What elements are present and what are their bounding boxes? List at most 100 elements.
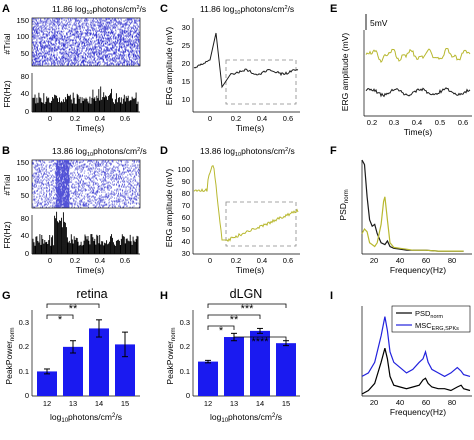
series-line (361, 348, 471, 395)
legend-i-psd-label: PSDnorm (415, 309, 443, 320)
erg-c-ylabel: ERG amplitude (mV) (164, 27, 174, 106)
psth-bars (32, 86, 139, 112)
erg-e-trace-low (365, 87, 471, 98)
bar-g-ylabel: PeakPowernorm (4, 327, 16, 384)
panel-d: D 13.86 log10photons/cm2/s 100 90 80 70 … (160, 145, 300, 275)
erg-c-xtick: 0.4 (257, 114, 267, 123)
erg-c-ytick: 15 (182, 77, 190, 86)
panel-e: E 5mV ERG amplitude (mV) 0.2 0.3 0.4 0.5… (330, 3, 472, 137)
significance-label: ** (230, 314, 239, 326)
bar (224, 337, 244, 396)
bar-h-ytick: 0.2 (180, 342, 190, 351)
psth-bars (32, 211, 139, 254)
psd-f-ylabel: PSDnorm (338, 189, 350, 220)
raster-a-ytick: 50 (21, 49, 29, 58)
raster-a-ytick: 150 (16, 16, 29, 25)
raster-b-ylabel: #Trial (2, 174, 12, 195)
erg-d-ytick: 100 (177, 165, 190, 174)
panel-b-title: 13.86 log10photons/cm2/s (52, 146, 147, 158)
erg-c-xtick: 0.6 (283, 114, 293, 123)
coh-i-xlabel: Frequency(Hz) (390, 407, 446, 417)
psd-f-xtick: 60 (422, 256, 430, 265)
legend-i (391, 305, 471, 333)
significance-bracket (207, 303, 287, 308)
scalebar-e-label: 5mV (370, 18, 388, 28)
erg-c-ytick: 20 (182, 59, 190, 68)
significance-bracket (207, 325, 235, 330)
bar-h-series: 12 13 14 15********** (198, 303, 296, 408)
erg-c-zoom-box (225, 59, 297, 105)
erg-c-xlabel: Time(s) (236, 123, 265, 133)
significance-label: * (219, 325, 224, 337)
significance-bracket (207, 314, 261, 319)
psd-f-xtick: 80 (448, 256, 456, 265)
erg-c-trace (193, 32, 299, 89)
bar-h-ytick: 0.3 (180, 318, 190, 327)
panel-h-label: H (160, 290, 168, 302)
bar-g-ytick: 0 (25, 391, 29, 400)
bar-category-label: 15 (282, 399, 290, 408)
bar-category-label: 14 (256, 399, 264, 408)
erg-d-xtick: 0.6 (283, 256, 293, 265)
bar-g-series: 12 13 14 15*** (37, 303, 135, 408)
legend-i-msc-label: MSCERG,SPKs (415, 321, 459, 332)
psth-a-xlabel: Time(s) (76, 123, 105, 133)
coh-i-xtick: 80 (448, 398, 456, 407)
raster-spikes (32, 160, 140, 208)
bar-g-ytick: 0.2 (19, 342, 29, 351)
bar-category-label: 15 (121, 399, 129, 408)
raster-b (32, 160, 140, 208)
erg-e-trace-high (365, 48, 471, 64)
bar (63, 346, 83, 396)
psth-a (32, 86, 139, 112)
coh-i-lines (361, 316, 471, 395)
panel-f: F PSDnorm 20 40 60 80 Frequency(Hz) (330, 145, 472, 275)
panel-g-title: retina (76, 287, 107, 301)
erg-c-ytick: 25 (182, 41, 190, 50)
psd-f-xtick: 20 (370, 256, 378, 265)
erg-d-ytick: 50 (182, 225, 190, 234)
erg-c-xtick: 0.2 (231, 114, 241, 123)
raster-b-ytick: 50 (21, 191, 29, 200)
raster-spikes (32, 18, 140, 66)
erg-d-xlabel: Time(s) (236, 265, 265, 275)
psth-a-xtick: 0 (48, 114, 52, 123)
erg-d-ytick: 40 (182, 237, 190, 246)
panel-h: H dLGN 0.3 0.2 0.1 0 PeakPowernorm 12 13 1… (160, 287, 300, 424)
psth-a-ylabel: FR(Hz) (2, 80, 12, 108)
bar (89, 328, 109, 396)
panel-f-label: F (330, 145, 337, 157)
erg-d-ytick: 80 (182, 189, 190, 198)
erg-e-xlabel: Time(s) (404, 127, 433, 137)
psth-a-xtick: 0.4 (95, 114, 105, 123)
psd-f-xlabel: Frequency(Hz) (390, 265, 446, 275)
bar (115, 344, 135, 396)
panel-g-label: G (2, 290, 11, 302)
psth-b-xlabel: Time(s) (76, 265, 105, 275)
psth-a-ytick: 0 (25, 107, 29, 116)
psth-a-xtick: 0.2 (70, 114, 80, 123)
series-line (361, 196, 464, 252)
bar-category-label: 12 (204, 399, 212, 408)
raster-a-ytick: 100 (16, 32, 29, 41)
bar (276, 343, 296, 396)
panel-a-title: 11.86 log10photons/cm2/s (52, 4, 146, 16)
erg-e-xtick: 0.5 (435, 118, 445, 127)
panel-i-label: I (330, 290, 333, 302)
panel-i: I PSDnorm MSCERG,SPKs 20 40 60 80 Freque… (330, 290, 472, 417)
psth-b-ytick: 80 (21, 214, 29, 223)
bar-g-ytick: 0.3 (19, 318, 29, 327)
erg-d-trace (193, 164, 299, 243)
panel-b: B 13.86 log10photons/cm2/s 150 100 50 #T… (2, 145, 147, 275)
erg-d-ytick: 70 (182, 201, 190, 210)
coh-i-xtick: 60 (422, 398, 430, 407)
psth-b-xtick: 0.4 (95, 256, 105, 265)
erg-c-ytick: 10 (182, 95, 190, 104)
panel-h-title: dLGN (230, 287, 263, 301)
psth-b-xtick: 0.2 (70, 256, 80, 265)
raster-b-ytick: 150 (16, 158, 29, 167)
panel-b-label: B (2, 145, 10, 157)
significance-bracket (46, 314, 74, 319)
bar-category-label: 14 (95, 399, 103, 408)
